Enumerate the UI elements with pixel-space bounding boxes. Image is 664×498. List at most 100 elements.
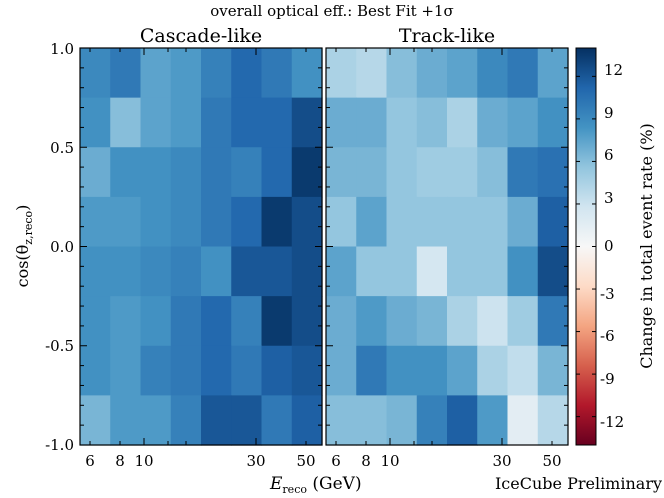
heatmap-cell — [477, 246, 509, 297]
heatmap-cell — [80, 97, 111, 148]
heatmap-cell — [537, 246, 569, 297]
heatmap-cell — [231, 196, 263, 248]
heatmap-cell — [110, 395, 142, 446]
heatmap-cell — [140, 345, 172, 396]
heatmap-cell — [80, 48, 111, 99]
heatmap-cell — [416, 97, 448, 148]
y-axis-label-close: ) — [13, 205, 32, 211]
heatmap-cell — [507, 196, 539, 248]
heatmap-cell — [447, 97, 478, 148]
heatmap-cell — [170, 296, 202, 347]
heatmap-cell — [291, 246, 323, 297]
heatmap-cell — [356, 296, 388, 347]
heatmap-cell — [170, 196, 202, 248]
heatmap-cell — [386, 296, 418, 347]
heatmap-cell — [416, 48, 448, 99]
heatmap-cell — [326, 246, 357, 297]
heatmap-cell — [356, 147, 388, 198]
heatmap-cell — [80, 296, 111, 347]
colorbar-tick-label: 9 — [604, 104, 614, 122]
colorbar-label: Change in total event rate (%) — [637, 123, 656, 369]
heatmap-cell — [386, 48, 418, 99]
heatmap-cell — [140, 296, 172, 347]
heatmap-cell — [140, 395, 172, 446]
heatmap-cell — [80, 395, 111, 446]
x-tick-label: 10 — [380, 452, 399, 470]
heatmap-cell — [80, 246, 111, 297]
heatmap-cell — [507, 246, 539, 297]
x-axis-label-unit: (GeV) — [307, 474, 362, 494]
heatmap-cell — [261, 345, 293, 396]
heatmap-cell — [231, 395, 263, 446]
x-tick-label: 30 — [246, 452, 265, 470]
heatmap-cell — [140, 48, 172, 99]
colorbar-tick-label: -9 — [600, 370, 615, 388]
y-tick-label: 0.0 — [50, 238, 74, 256]
heatmap-cell — [231, 246, 263, 297]
heatmap-cell — [416, 345, 448, 396]
heatmap-cell — [447, 196, 478, 248]
heatmap-cell — [170, 395, 202, 446]
heatmap-cells — [80, 48, 569, 446]
heatmap-cell — [201, 296, 232, 347]
heatmap-cell — [477, 97, 509, 148]
heatmap-cell — [201, 147, 232, 198]
heatmap-cell — [326, 97, 357, 148]
heatmap-cell — [110, 48, 142, 99]
heatmap-cell — [477, 296, 509, 347]
heatmap-cell — [477, 345, 509, 396]
heatmap-cell — [416, 395, 448, 446]
heatmap-cell — [231, 345, 263, 396]
heatmap-cell — [326, 296, 357, 347]
heatmap-cell — [291, 97, 323, 148]
y-axis-label: cos(θz,reco) — [13, 205, 35, 288]
heatmap-cell — [80, 196, 111, 248]
heatmap-cell — [170, 147, 202, 198]
heatmap-cell — [507, 296, 539, 347]
heatmap-cell — [110, 147, 142, 198]
heatmap-cell — [110, 97, 142, 148]
heatmap-cell — [201, 196, 232, 248]
heatmap-cell — [261, 246, 293, 297]
heatmap-cell — [507, 345, 539, 396]
heatmap-cell — [170, 48, 202, 99]
colorbar-ticks — [576, 75, 596, 418]
heatmap-cell — [477, 48, 509, 99]
x-axis-label-sub: reco — [282, 483, 307, 496]
heatmap-cell — [477, 196, 509, 248]
heatmap-cell — [447, 395, 478, 446]
heatmap-cell — [261, 48, 293, 99]
heatmap-cell — [477, 395, 509, 446]
heatmap-cell — [537, 147, 569, 198]
heatmap-cell — [140, 97, 172, 148]
heatmap-cell — [326, 395, 357, 446]
y-axis-label-main: cos(θ — [13, 245, 32, 288]
heatmap-cell — [416, 296, 448, 347]
heatmap-cell — [356, 395, 388, 446]
x-axis-label: Ereco (GeV) — [269, 474, 362, 496]
heatmap-cell — [231, 97, 263, 148]
heatmap-cell — [326, 345, 357, 396]
heatmap-cell — [537, 48, 569, 99]
heatmap-cell — [140, 147, 172, 198]
y-tick-label: 0.5 — [50, 139, 74, 157]
heatmap-cell — [537, 97, 569, 148]
heatmap-cell — [447, 246, 478, 297]
heatmap-cell — [356, 345, 388, 396]
colorbar-tick-label: 3 — [604, 189, 614, 207]
heatmap-cell — [291, 345, 323, 396]
heatmap-cell — [356, 48, 388, 99]
x-tick-label: 6 — [331, 452, 341, 470]
x-tick-label: 50 — [542, 452, 561, 470]
heatmap-cell — [386, 147, 418, 198]
heatmap-cell — [386, 395, 418, 446]
heatmap-cell — [447, 48, 478, 99]
heatmap-cell — [261, 147, 293, 198]
heatmap-cell — [201, 97, 232, 148]
heatmap-cell — [447, 296, 478, 347]
heatmap-cell — [326, 196, 357, 248]
heatmap-cell — [231, 147, 263, 198]
heatmap-cell — [110, 196, 142, 248]
heatmap-cell — [507, 147, 539, 198]
heatmap-cell — [447, 147, 478, 198]
